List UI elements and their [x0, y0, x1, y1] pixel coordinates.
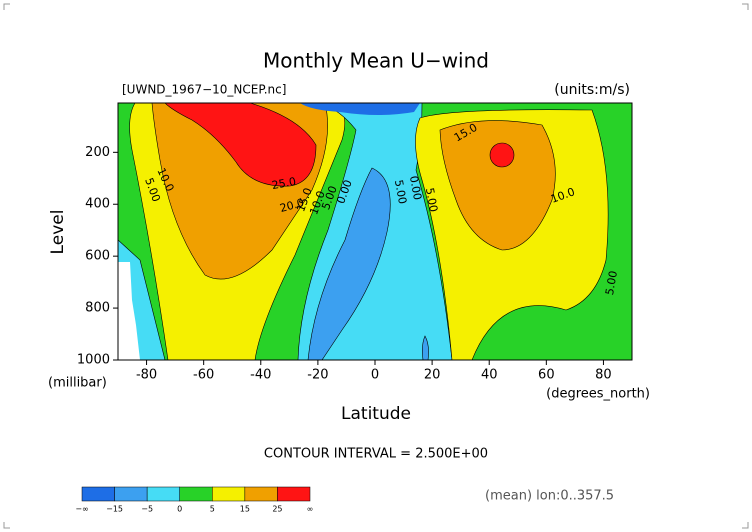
contour-field [117, 102, 633, 361]
corner-marks [3, 3, 749, 529]
x-tick-label: -60 [193, 368, 214, 383]
missing-area [118, 262, 140, 360]
x-axis-label: Latitude [341, 404, 411, 424]
contour-label: 0.00 [407, 175, 424, 201]
contour-fill [422, 335, 429, 360]
contour-label: 5.00 [423, 187, 440, 213]
contour-interval: CONTOUR INTERVAL = 2.500E+00 [264, 447, 488, 462]
chart-title: Monthly Mean U−wind [263, 49, 489, 73]
x-tick-label: 80 [595, 368, 612, 383]
contour-fill [489, 142, 515, 168]
y-tick-label: 800 [85, 301, 110, 316]
colorbar-swatch [146, 486, 180, 502]
contour-label: 25.0 [271, 175, 297, 192]
contour-label: 5.00 [603, 270, 620, 296]
y-tick-label: 600 [85, 249, 110, 264]
colorbar-label: −15 [106, 505, 123, 514]
contour-label: 20.0 [278, 196, 305, 215]
x-tick-label: -80 [136, 368, 157, 383]
x-tick-label: -20 [307, 368, 328, 383]
colorbar-label: −5 [141, 505, 153, 514]
subtitle-left: [UWND_1967−10_NCEP.nc] [122, 83, 286, 97]
y-tick-label: 1000 [77, 353, 110, 368]
contour-fill [307, 167, 391, 360]
colorbar-label: −∞ [75, 505, 88, 514]
contour-fill [439, 120, 556, 251]
x-tick-label: 0 [371, 368, 379, 383]
contour-fill [300, 103, 420, 115]
colorbar-swatch [114, 486, 148, 502]
colorbar-label: 25 [272, 505, 282, 514]
contour-fill [164, 103, 317, 187]
colorbar-swatch [81, 486, 115, 502]
colorbar-label: 5 [210, 505, 215, 514]
colorbar-label: ∞ [307, 505, 314, 514]
colorbar-swatch [179, 486, 213, 502]
y-axis-unit: (millibar) [48, 376, 107, 391]
colorbar-swatch [244, 486, 278, 502]
x-tick-label: 20 [424, 368, 441, 383]
subtitle-right: (units:m/s) [554, 82, 630, 98]
colorbar-swatch [212, 486, 246, 502]
y-tick-label: 400 [85, 197, 110, 212]
y-axis-label: Level [48, 210, 68, 255]
colorbar-label: 0 [177, 505, 182, 514]
x-tick-label: 60 [538, 368, 555, 383]
contour-label: 5.00 [392, 179, 409, 205]
y-tick-label: 200 [85, 145, 110, 160]
x-axis-unit: (degrees_north) [546, 387, 650, 402]
x-tick-label: 40 [481, 368, 498, 383]
footer: (mean) lon:0..357.5 [485, 489, 614, 504]
colorbar-swatch [277, 486, 311, 502]
x-tick-label: -40 [250, 368, 271, 383]
colorbar-label: 15 [240, 505, 250, 514]
